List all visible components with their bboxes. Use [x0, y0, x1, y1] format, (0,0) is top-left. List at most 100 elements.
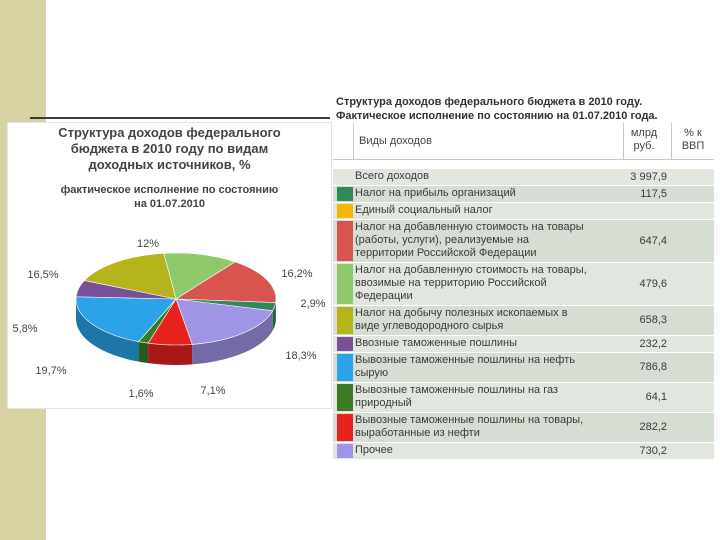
table-caption: Структура доходов федерального бюджета в…	[336, 95, 714, 123]
table-header: Виды доходов млрд руб. % к ВВП	[333, 123, 714, 160]
revenue-table-panel: Структура доходов федерального бюджета в…	[333, 91, 714, 463]
header-separator	[353, 123, 354, 159]
legend-swatch	[337, 337, 353, 351]
pie-title-line: Структура доходов федерального	[58, 125, 281, 140]
pie-top	[75, 252, 277, 346]
legend-swatch	[337, 307, 353, 334]
row-label: Налог на добавленную стоимость на товары…	[355, 264, 623, 303]
row-value: 647,4	[639, 234, 667, 247]
table-row: Налог на добавленную стоимость на товары…	[333, 220, 714, 263]
row-label-line: виде углеводородного сырья	[355, 320, 504, 332]
row-value: 232,2	[639, 337, 667, 350]
row-label: Налог на добычу полезных ископаемых в вид…	[355, 307, 623, 333]
pie-title-line: бюджета в 2010 году по видам	[70, 141, 269, 156]
row-label: Прочее	[355, 444, 623, 457]
table-row: Прочее 730,2	[333, 443, 714, 460]
pie-slice-side	[76, 299, 139, 362]
pie-slice-label: 16,2%	[281, 268, 312, 280]
header-line: % к	[684, 127, 702, 139]
header-separator	[671, 123, 672, 159]
pie-slice-side	[138, 341, 149, 364]
row-label-line: природный	[355, 397, 412, 409]
pie-slice-side	[148, 343, 193, 365]
row-label-line: Единый социальный налог	[355, 204, 493, 216]
table-caption-line: Фактическое исполнение по состоянию на 0…	[336, 110, 658, 122]
row-value: 730,2	[639, 444, 667, 457]
divider-line	[30, 117, 330, 119]
row-label-line: Налог на добавленную стоимость на товары…	[355, 264, 587, 276]
row-label-line: Федерации	[355, 290, 413, 302]
row-label: Вывозные таможенные пошлины на товары, вы…	[355, 414, 623, 440]
row-label: Налог на прибыль организаций	[355, 187, 623, 200]
row-label: Налог на добавленную стоимость на товары…	[355, 221, 623, 260]
table-row: Вывозные таможенные пошлины на нефть сыру…	[333, 353, 714, 383]
pie-chart: 12% 16,2% 2,9% 18,3% 7,1% 1,6% 19,7% 5,8% 16,5%	[12, 238, 325, 400]
header-revenue-type: Виды доходов	[359, 135, 432, 147]
row-value: 64,1	[645, 391, 667, 403]
row-label-line: Всего доходов	[355, 170, 429, 182]
table-row: Всего доходов 3 997,9	[333, 169, 714, 186]
row-label-line: Вывозные таможенные пошлины на товары,	[355, 414, 584, 426]
pie-slice-label: 12%	[137, 238, 159, 250]
pie-subtitle-line: фактическое исполнение по состоянию	[60, 184, 279, 196]
table-row: Налог на добавленную стоимость на товары…	[333, 263, 714, 306]
row-label: Единый социальный налог	[355, 204, 623, 217]
row-label: Вывозные таможенные пошлины на газ природ…	[355, 384, 623, 410]
pie-chart-subtitle: фактическое исполнение по состоянию на 0…	[8, 183, 331, 211]
pie-chart-panel: Структура доходов федерального бюджета в…	[7, 122, 332, 409]
header-line: руб.	[633, 140, 655, 152]
row-label-line: (работы, услуги), реализуемые на	[355, 234, 530, 246]
legend-swatch	[337, 204, 353, 218]
row-label: Ввозные таможенные пошлины	[355, 337, 623, 350]
row-label-line: Вывозные таможенные пошлины на газ	[355, 384, 559, 396]
legend-swatch	[337, 354, 353, 381]
row-label-line: Налог на прибыль организаций	[355, 187, 516, 199]
legend-swatch	[337, 384, 353, 411]
pie-slice-label: 2,9%	[300, 298, 325, 310]
table-row: Налог на прибыль организаций 117,5	[333, 186, 714, 203]
row-value: 658,3	[639, 314, 667, 326]
table-row: Единый социальный налог	[333, 203, 714, 220]
pie-slice-label: 5,8%	[12, 323, 37, 335]
pie-title-line: доходных источников, %	[88, 157, 251, 172]
row-label: Всего доходов	[355, 170, 623, 183]
table-row: Ввозные таможенные пошлины 232,2	[333, 336, 714, 353]
row-label-line: Ввозные таможенные пошлины	[355, 337, 517, 349]
pie-slice-label: 18,3%	[285, 350, 316, 362]
pie-slice-side	[192, 310, 273, 365]
row-label-line: Прочее	[355, 444, 393, 456]
table-caption-line: Структура доходов федерального бюджета в…	[336, 96, 643, 108]
pie-chart-title: Структура доходов федерального бюджета в…	[8, 125, 331, 173]
row-label-line: Налог на добавленную стоимость на товары	[355, 221, 584, 233]
row-label-line: Налог на добычу полезных ископаемых в	[355, 307, 568, 319]
pie-slice	[163, 252, 236, 300]
legend-swatch	[337, 264, 353, 304]
table-row: Вывозные таможенные пошлины на газ природ…	[333, 383, 714, 413]
legend-swatch	[337, 187, 353, 201]
pie-slice-label: 19,7%	[35, 365, 66, 377]
pie-slice	[175, 298, 274, 345]
pie-slice-label: 1,6%	[128, 388, 153, 400]
header-billion-rub: млрд руб.	[623, 127, 665, 163]
row-value: 117,5	[640, 187, 667, 200]
pie-slice	[175, 261, 277, 303]
row-label-line: территории Российской Федерации	[355, 247, 537, 259]
header-line: ВВП	[681, 140, 705, 152]
legend-swatch	[337, 221, 353, 261]
pie-slice-label: 16,5%	[27, 269, 58, 281]
header-separator	[623, 123, 624, 159]
pie-slice	[83, 253, 177, 300]
row-value: 786,8	[639, 361, 667, 373]
row-label-line: Вывозные таможенные пошлины на нефть	[355, 354, 575, 366]
pie-slice	[75, 296, 177, 342]
header-percent-gdp: % к ВВП	[673, 127, 713, 163]
legend-swatch	[337, 414, 353, 441]
row-value: 479,6	[639, 277, 667, 290]
pie-slice-label: 7,1%	[200, 385, 225, 397]
pie-subtitle-line: на 01.07.2010	[134, 198, 205, 210]
row-value: 3 997,9	[630, 170, 667, 183]
legend-swatch	[337, 444, 353, 458]
table-row: Налог на добычу полезных ископаемых в вид…	[333, 306, 714, 336]
row-value: 282,2	[639, 421, 667, 433]
row-label: Вывозные таможенные пошлины на нефть сыру…	[355, 354, 623, 380]
